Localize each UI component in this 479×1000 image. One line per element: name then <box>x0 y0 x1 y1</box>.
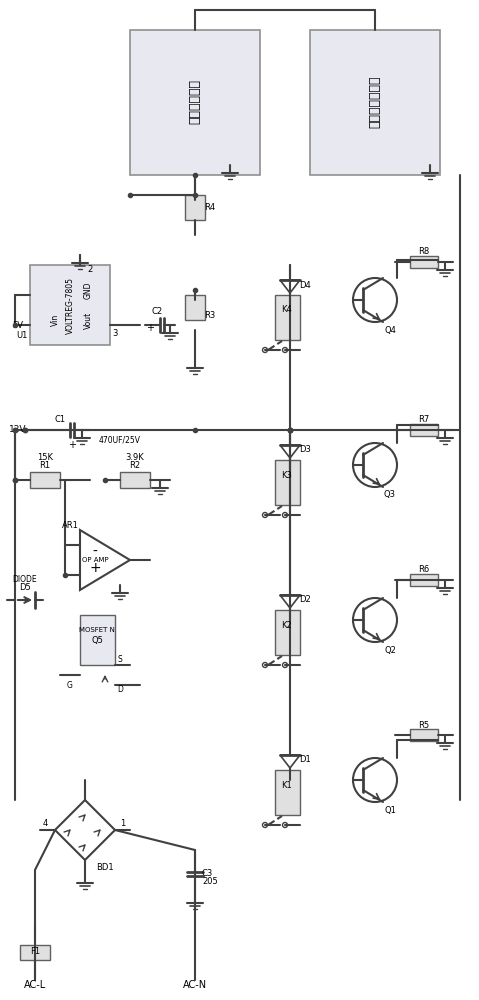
Text: D: D <box>117 686 123 694</box>
Bar <box>30 472 60 488</box>
Bar <box>310 30 440 175</box>
Text: D1: D1 <box>299 756 311 764</box>
Bar <box>20 945 50 960</box>
Text: AC-N: AC-N <box>183 980 207 990</box>
Text: 单片机解码电路: 单片机解码电路 <box>368 76 381 128</box>
Text: C2: C2 <box>151 308 162 316</box>
Text: +: + <box>68 440 76 450</box>
Text: 205: 205 <box>202 878 218 886</box>
Text: D4: D4 <box>299 280 311 290</box>
Bar <box>30 265 110 345</box>
Bar <box>275 610 300 655</box>
Text: AR1: AR1 <box>62 520 79 530</box>
Text: R1: R1 <box>39 460 51 470</box>
Text: 4: 4 <box>42 820 47 828</box>
Bar <box>185 195 205 220</box>
Text: 无线接收电路: 无线接收电路 <box>189 80 202 124</box>
Text: 2: 2 <box>87 265 92 274</box>
Text: C3: C3 <box>201 869 213 879</box>
Text: GND: GND <box>83 281 92 299</box>
Text: -: - <box>92 545 97 559</box>
Text: Vout: Vout <box>83 311 92 329</box>
Bar <box>275 460 300 505</box>
Bar <box>410 256 438 268</box>
Text: VOLTREG-7805: VOLTREG-7805 <box>66 276 75 334</box>
Text: +: + <box>146 323 154 333</box>
Text: R7: R7 <box>418 416 430 424</box>
Text: K2: K2 <box>282 620 292 630</box>
Bar <box>410 574 438 586</box>
Text: 15K: 15K <box>37 454 53 462</box>
Text: D3: D3 <box>299 446 311 454</box>
Text: R5: R5 <box>419 720 430 730</box>
Text: BD1: BD1 <box>96 863 114 872</box>
Bar <box>120 472 150 488</box>
Text: 12V: 12V <box>9 426 27 434</box>
Bar <box>410 424 438 436</box>
Bar <box>80 615 115 665</box>
Text: K1: K1 <box>282 780 292 790</box>
Text: R2: R2 <box>129 460 140 470</box>
Text: 3: 3 <box>112 328 118 338</box>
Text: D2: D2 <box>299 595 311 604</box>
Bar <box>185 295 205 320</box>
Bar <box>410 729 438 741</box>
Text: R3: R3 <box>205 310 216 320</box>
Text: R8: R8 <box>418 247 430 256</box>
Text: Q4: Q4 <box>384 326 396 334</box>
Text: AC-L: AC-L <box>24 980 46 990</box>
Text: Q5: Q5 <box>91 636 103 645</box>
Text: S: S <box>118 656 122 664</box>
Text: C1: C1 <box>55 416 66 424</box>
Text: +: + <box>89 561 101 575</box>
Text: OP AMP: OP AMP <box>82 557 108 563</box>
Text: D5: D5 <box>19 584 31 592</box>
Text: R6: R6 <box>418 566 430 574</box>
Bar <box>275 770 300 815</box>
Text: DIODE: DIODE <box>12 576 37 584</box>
Text: F1: F1 <box>30 948 40 956</box>
Text: Q2: Q2 <box>384 646 396 654</box>
Bar <box>130 30 260 175</box>
Text: MOSFET N: MOSFET N <box>79 627 115 633</box>
Text: K4: K4 <box>282 306 292 314</box>
Bar <box>275 295 300 340</box>
Text: Q1: Q1 <box>384 806 396 814</box>
Text: R4: R4 <box>205 202 216 212</box>
Text: Q3: Q3 <box>384 490 396 499</box>
Text: U1: U1 <box>16 330 28 340</box>
Text: 470UF/25V: 470UF/25V <box>99 436 141 444</box>
Text: 3.9K: 3.9K <box>125 454 144 462</box>
Text: Vin: Vin <box>50 314 59 326</box>
Text: 5V: 5V <box>12 320 23 330</box>
Text: G: G <box>67 680 73 690</box>
Text: 1: 1 <box>120 820 125 828</box>
Text: K3: K3 <box>282 471 293 480</box>
